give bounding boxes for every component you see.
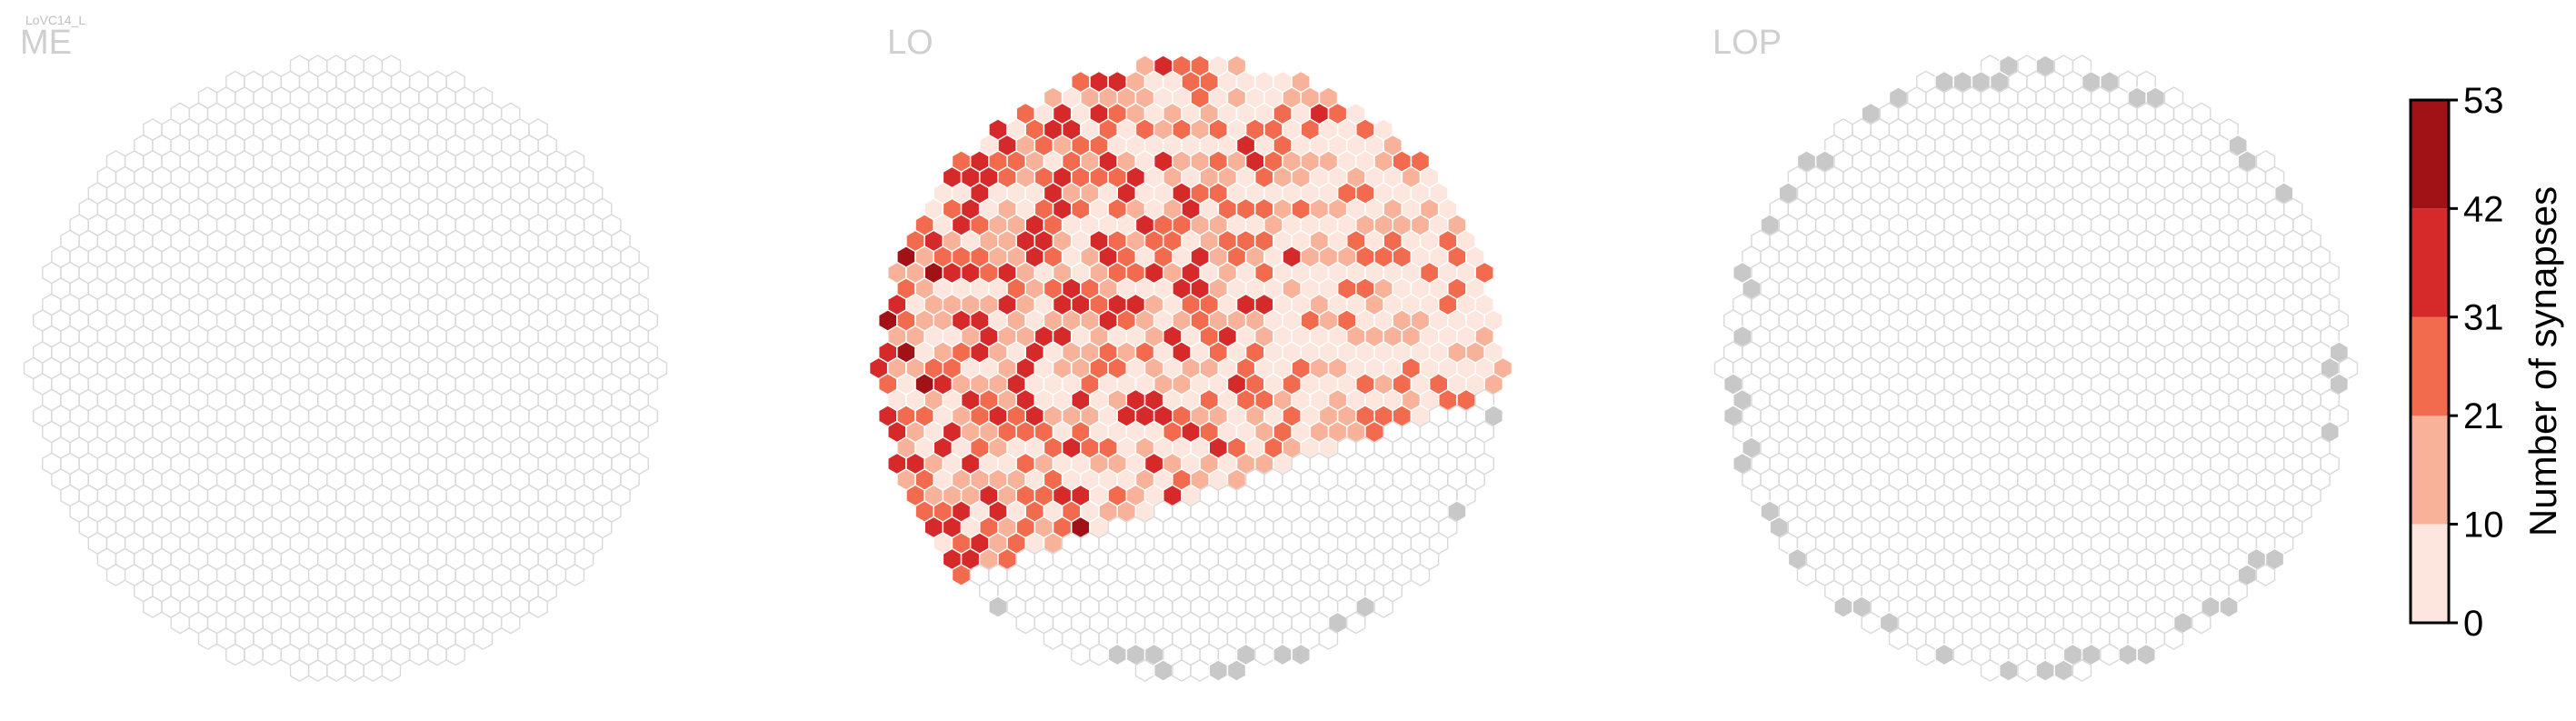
lop-hex bbox=[2118, 643, 2138, 666]
me-hex bbox=[289, 659, 310, 682]
me-hex bbox=[473, 627, 494, 650]
lop-hex bbox=[2017, 659, 2037, 682]
colorbar-tick-label: 0 bbox=[2463, 604, 2483, 644]
colorbar-bin bbox=[2411, 100, 2449, 209]
lop-hex bbox=[1833, 596, 1853, 618]
me-hex bbox=[501, 611, 521, 635]
lo-hex bbox=[1346, 611, 1366, 635]
cell-type-label: LoVC14_L bbox=[25, 13, 86, 27]
me-hex bbox=[528, 596, 548, 618]
lo-hex bbox=[1134, 659, 1155, 682]
lo-hex bbox=[1208, 659, 1229, 682]
lo-hex bbox=[951, 564, 972, 586]
me-hex bbox=[409, 643, 429, 666]
colorbar-tick-label: 21 bbox=[2463, 396, 2504, 436]
lo-hex bbox=[1172, 659, 1192, 682]
lo-hex bbox=[1107, 643, 1127, 666]
lop-hex bbox=[1861, 611, 1881, 635]
me-hex bbox=[143, 596, 163, 618]
lop-hex bbox=[2192, 611, 2212, 635]
me-hex bbox=[225, 643, 245, 666]
me-hex bbox=[262, 643, 282, 666]
lop-hex bbox=[2100, 643, 2120, 666]
lo-hex bbox=[1254, 643, 1274, 666]
me-hex bbox=[308, 659, 328, 682]
lo-hex bbox=[1291, 643, 1311, 666]
me-hex bbox=[105, 564, 126, 586]
colorbar-bin bbox=[2411, 416, 2449, 525]
lop-hex bbox=[1952, 643, 1972, 666]
me-hex bbox=[197, 627, 218, 650]
me-hex bbox=[326, 659, 346, 682]
me-hex bbox=[363, 659, 383, 682]
colorbar-tick-label: 53 bbox=[2463, 81, 2504, 121]
lo-hex bbox=[1089, 643, 1109, 666]
colorbar-tick-label: 42 bbox=[2463, 189, 2504, 229]
lop-hex bbox=[1934, 643, 1954, 666]
colorbar-bin bbox=[2411, 208, 2449, 317]
colorbar-label: Number of synapses bbox=[2521, 186, 2564, 536]
panel-title-lop: LOP bbox=[1712, 24, 1782, 62]
lop-hex bbox=[2072, 659, 2092, 682]
me-hex bbox=[445, 643, 465, 666]
lop-hex bbox=[1998, 659, 2019, 682]
colorbar-tick-label: 31 bbox=[2463, 298, 2504, 338]
lo-hex bbox=[1153, 659, 1173, 682]
lo-hex bbox=[1226, 659, 1247, 682]
me-hex bbox=[244, 643, 264, 666]
lo-hex bbox=[1318, 627, 1339, 650]
panel-title-lo: LO bbox=[887, 24, 934, 62]
colorbar: 0 10 21 31 42 53 Number of synapses bbox=[2409, 81, 2564, 644]
lop-hex bbox=[2136, 643, 2156, 666]
lop-hex bbox=[2163, 627, 2184, 650]
lop-hex bbox=[2255, 564, 2276, 586]
me-hex bbox=[170, 611, 190, 635]
colorbar-tick-label: 10 bbox=[2463, 506, 2504, 546]
lo-hex bbox=[1410, 564, 1431, 586]
lop-hex bbox=[2035, 659, 2055, 682]
hexmap-lo bbox=[868, 55, 1513, 682]
panel-title-me: ME bbox=[20, 24, 72, 62]
me-hex bbox=[427, 643, 447, 666]
lop-hex bbox=[2053, 659, 2074, 682]
lop-hex bbox=[1796, 564, 1817, 586]
colorbar-bin bbox=[2411, 316, 2449, 416]
me-hex bbox=[564, 564, 585, 586]
hexmap-me bbox=[23, 55, 668, 682]
lo-hex bbox=[1071, 643, 1091, 666]
lop-hex bbox=[1888, 627, 1909, 650]
me-hex bbox=[344, 659, 364, 682]
lop-hex bbox=[2219, 596, 2239, 618]
lo-hex bbox=[1015, 611, 1035, 635]
lo-hex bbox=[1273, 643, 1293, 666]
lo-hex bbox=[988, 596, 1008, 618]
hexmap-lop bbox=[1713, 55, 2359, 682]
me-hex bbox=[381, 659, 402, 682]
lop-hex bbox=[1980, 659, 2001, 682]
colorbar-frame bbox=[2409, 98, 2451, 625]
colorbar-bin bbox=[2411, 524, 2449, 623]
lo-hex bbox=[1190, 659, 1210, 682]
lo-hex bbox=[1373, 596, 1393, 618]
lop-hex bbox=[1916, 643, 1936, 666]
lo-hex bbox=[1043, 627, 1063, 650]
